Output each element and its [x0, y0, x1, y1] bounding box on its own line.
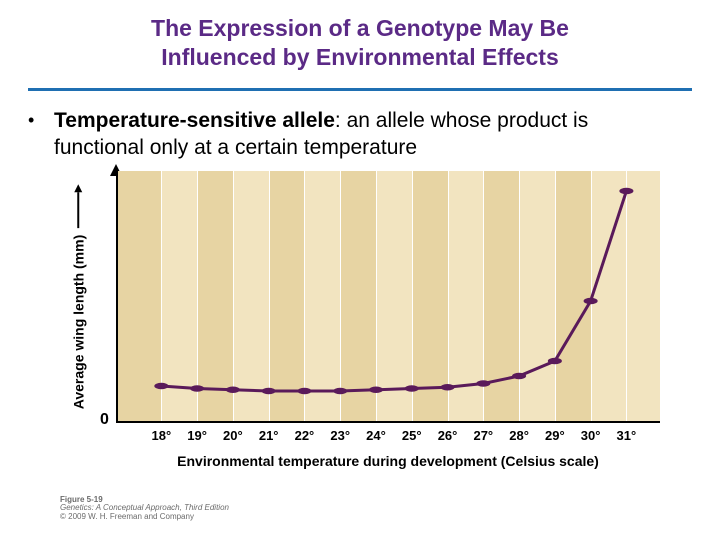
- slide-title: The Expression of a Genotype May Be Infl…: [0, 0, 720, 80]
- x-tick: 31°: [617, 428, 637, 443]
- y-axis-label-wrap: Average wing length (mm): [54, 171, 102, 423]
- x-tick: 24°: [366, 428, 386, 443]
- title-underline: [28, 88, 692, 91]
- caption-line-3: © 2009 W. H. Freeman and Company: [60, 513, 229, 522]
- x-axis-label: Environmental temperature during develop…: [116, 453, 660, 469]
- bullet-text: Temperature-sensitive allele: an allele …: [54, 107, 680, 162]
- title-line-2: Influenced by Environmental Effects: [40, 43, 680, 72]
- x-tick: 25°: [402, 428, 422, 443]
- title-line-1: The Expression of a Genotype May Be: [40, 14, 680, 43]
- bullet-term: Temperature-sensitive allele: [54, 109, 335, 132]
- x-tick: 19°: [187, 428, 207, 443]
- figure-caption: Figure 5-19 Genetics: A Conceptual Appro…: [60, 496, 229, 522]
- x-tick: 30°: [581, 428, 601, 443]
- x-tick: 29°: [545, 428, 565, 443]
- line-plot: [118, 171, 660, 421]
- x-tick: 26°: [438, 428, 458, 443]
- x-tick: 22°: [295, 428, 315, 443]
- arrow-right-icon: [73, 185, 83, 229]
- wing-length-chart: Average wing length (mm) 0 18°19°20°21°2…: [60, 171, 660, 471]
- x-tick: 20°: [223, 428, 243, 443]
- y-axis-label: Average wing length (mm): [70, 235, 86, 410]
- x-tick: 28°: [509, 428, 529, 443]
- x-tick: 18°: [152, 428, 172, 443]
- x-tick: 21°: [259, 428, 279, 443]
- bullet-item: • Temperature-sensitive allele: an allel…: [0, 107, 720, 162]
- x-tick: 23°: [330, 428, 350, 443]
- plot-area: 0 18°19°20°21°22°23°24°25°26°27°28°29°30…: [116, 171, 660, 423]
- bullet-marker: •: [28, 107, 54, 162]
- x-tick: 27°: [473, 428, 493, 443]
- y-tick-zero: 0: [100, 411, 109, 429]
